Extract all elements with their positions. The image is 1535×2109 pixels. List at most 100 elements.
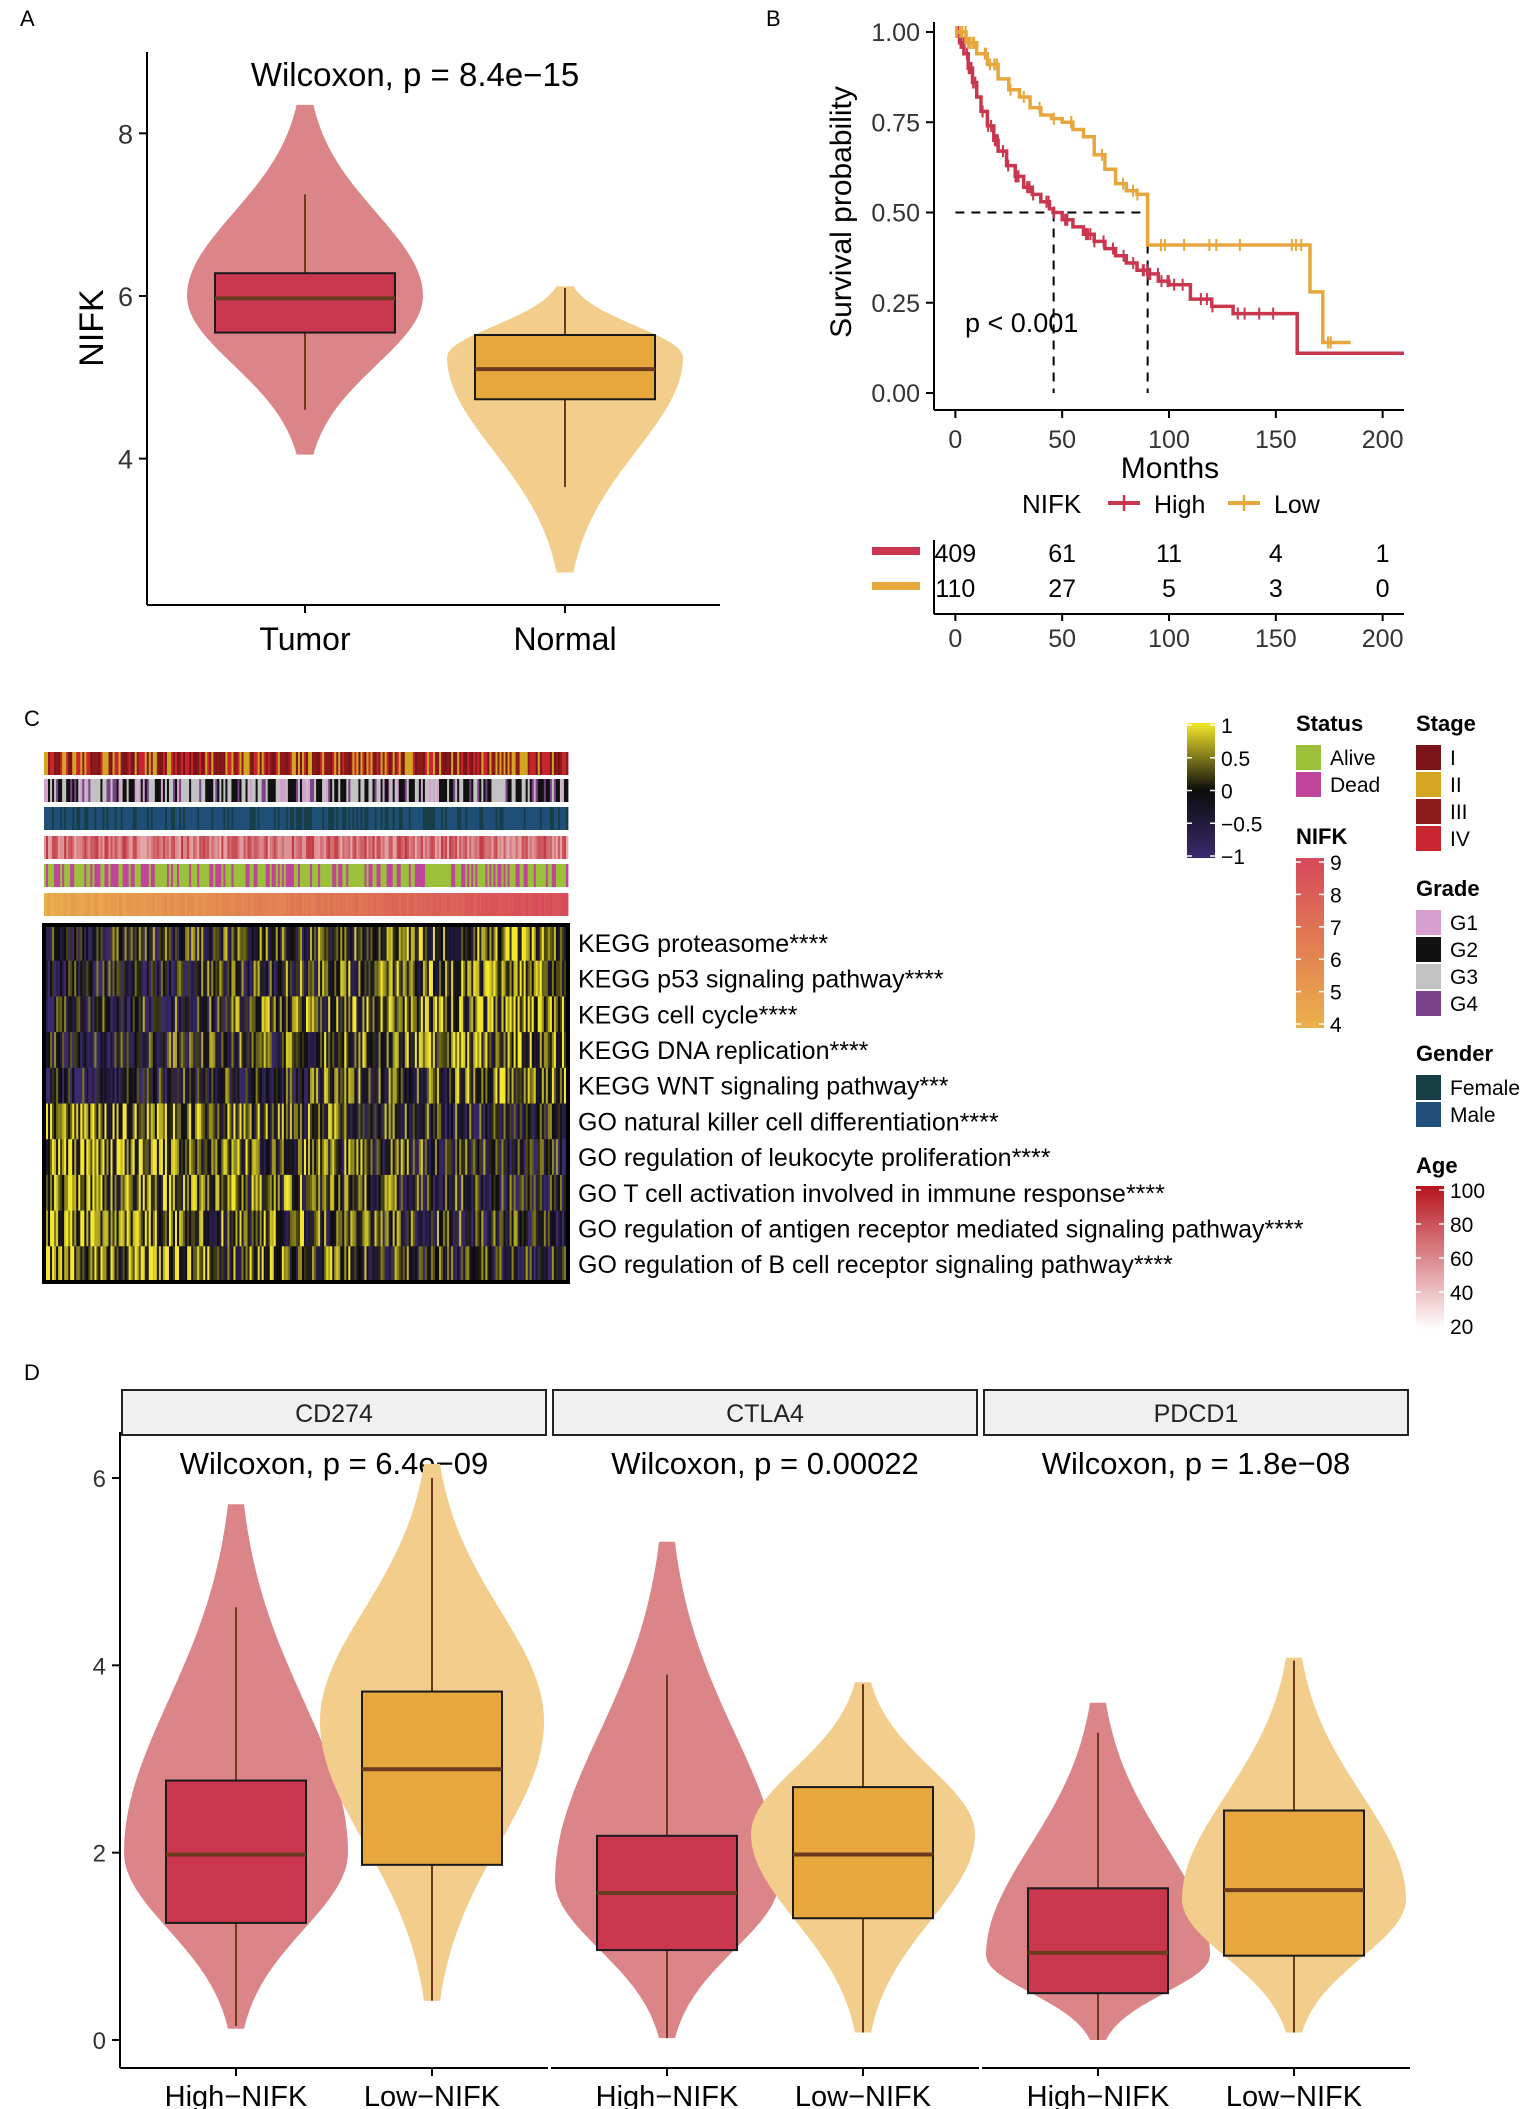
panel-b-xtick-label: 150 bbox=[1255, 426, 1297, 454]
panel-c-heat-cell bbox=[390, 1103, 394, 1140]
panel-c-track-cell-nifk bbox=[449, 893, 452, 916]
panel-c-heat-cell bbox=[237, 996, 240, 1033]
panel-c-heat-cell bbox=[503, 1103, 506, 1140]
panel-c-heat-cell bbox=[364, 1103, 367, 1140]
panel-c-heat-cell bbox=[366, 1210, 369, 1247]
panel-c-heat-cell bbox=[160, 1103, 164, 1140]
panel-c-heat-cell bbox=[152, 996, 156, 1033]
panel-c-track-cell-stage bbox=[50, 752, 53, 775]
panel-c-track-cell-age bbox=[94, 836, 97, 859]
panel-c-heat-cell bbox=[90, 1139, 93, 1176]
panel-c-heat-cell bbox=[76, 925, 79, 962]
panel-c-heat-cell bbox=[189, 1067, 192, 1104]
panel-c-heat-cell bbox=[418, 996, 422, 1033]
panel-c-heat-cell bbox=[261, 1103, 265, 1140]
panel-c-track-cell-nifk bbox=[267, 893, 271, 916]
panel-c-heat-cell bbox=[388, 1032, 392, 1069]
panel-c-heat-cell bbox=[352, 1246, 355, 1283]
panel-c-track-cell-age bbox=[70, 836, 73, 859]
panel-c-track-cell-gender bbox=[485, 807, 488, 830]
panel-c-heat-cell bbox=[477, 1174, 480, 1211]
panel-c-heat-cell bbox=[179, 1246, 182, 1283]
panel-c-heat-cell bbox=[76, 996, 79, 1033]
panel-c-track-cell-nifk bbox=[308, 893, 311, 916]
panel-c-track-cell-status bbox=[434, 864, 438, 887]
panel-c-heat-cell bbox=[384, 1103, 388, 1140]
panel-c-heat-cell bbox=[308, 1246, 311, 1283]
panel-c-heat-cell bbox=[348, 1246, 351, 1283]
panel-c-heat-cell bbox=[201, 925, 204, 962]
panel-c-heat-cell bbox=[424, 996, 428, 1033]
panel-c-track-cell-status bbox=[275, 864, 279, 887]
panel-c-track-cell-nifk bbox=[170, 893, 174, 916]
panel-c-track-cell-nifk bbox=[418, 893, 422, 916]
panel-c-heat-cell bbox=[495, 1103, 498, 1140]
panel-c-heat-cell bbox=[547, 996, 551, 1033]
panel-c-track-cell-status bbox=[158, 864, 162, 887]
panel-c-heat-cell bbox=[414, 1067, 418, 1104]
panel-c-track-cell-stage bbox=[168, 752, 172, 775]
panel-c-heat-cell bbox=[441, 1174, 444, 1211]
panel-c-heat-cell bbox=[88, 1210, 91, 1247]
panel-c-track-cell-gender bbox=[124, 807, 128, 830]
panel-c-heat-cell bbox=[404, 960, 408, 997]
panel-c-heat-cell bbox=[416, 1246, 420, 1283]
panel-c-track-cell-age bbox=[249, 836, 252, 859]
panel-c-track-cell-age bbox=[432, 836, 436, 859]
panel-c-heat-cell bbox=[52, 1103, 55, 1140]
panel-c-track-cell-stage bbox=[201, 752, 204, 775]
panel-c-track-cell-gender bbox=[287, 807, 291, 830]
panel-c-heat-cell bbox=[400, 1103, 404, 1140]
panel-c-heat-cell bbox=[130, 1174, 134, 1211]
panel-c-heat-cell bbox=[172, 1103, 176, 1140]
panel-c-heat-cell bbox=[205, 1246, 208, 1283]
panel-c-heat-cell bbox=[553, 1174, 557, 1211]
panel-c-track-cell-status bbox=[46, 864, 49, 887]
panel-c-heat-cell bbox=[386, 1174, 390, 1211]
panel-c-heat-cell bbox=[82, 1246, 85, 1283]
panel-c-track-cell-grade bbox=[56, 779, 59, 802]
panel-c-legend-title-grade: Grade bbox=[1416, 876, 1480, 901]
panel-c-heat-cell bbox=[144, 1032, 148, 1069]
panel-c-heat-cell bbox=[312, 925, 315, 962]
panel-c-heat-cell bbox=[267, 1246, 271, 1283]
panel-c-track-cell-nifk bbox=[263, 893, 267, 916]
panel-c-heat-cell bbox=[62, 1246, 65, 1283]
panel-c-heat-cell bbox=[172, 1174, 176, 1211]
panel-c-heat-cell bbox=[48, 1174, 51, 1211]
panel-c-heat-cell bbox=[459, 1103, 462, 1140]
panel-c-heat-cell bbox=[241, 1032, 244, 1069]
panel-c-heat-cell bbox=[245, 1174, 248, 1211]
panel-c-heat-cell bbox=[201, 1139, 204, 1176]
panel-c-heat-cell bbox=[275, 925, 279, 962]
panel-c-heat-cell bbox=[134, 1139, 138, 1176]
panel-c-heat-cell bbox=[535, 925, 539, 962]
panel-c-heat-cell bbox=[416, 925, 420, 962]
panel-c-track-cell-gender bbox=[382, 807, 385, 830]
panel-c-track-cell-age bbox=[152, 836, 156, 859]
panel-c-heat-cell bbox=[551, 960, 555, 997]
panel-d-pdcd1-low-box bbox=[1223, 1809, 1365, 1957]
panel-c-track-cell-grade bbox=[384, 779, 388, 802]
panel-c-heat-cell bbox=[531, 1139, 535, 1176]
panel-c-heat-cell bbox=[388, 996, 392, 1033]
panel-c-track-cell-status bbox=[497, 864, 500, 887]
panel-c-heat-cell bbox=[120, 996, 123, 1033]
panel-c-legend-title-age: Age bbox=[1416, 1153, 1458, 1178]
panel-c-heat-cell bbox=[249, 1103, 252, 1140]
panel-c-track-cell-status bbox=[471, 864, 474, 887]
panel-c-track-cell-stage bbox=[185, 752, 188, 775]
panel-c-heat-cell bbox=[364, 1139, 367, 1176]
panel-c-heat-cell bbox=[223, 1139, 226, 1176]
panel-c-heat-cell bbox=[211, 996, 214, 1033]
panel-c-heat-cell bbox=[185, 1067, 188, 1104]
panel-c-heat-cell bbox=[336, 1246, 339, 1283]
panel-c-heat-cell bbox=[310, 1210, 313, 1247]
panel-c-track-cell-status bbox=[251, 864, 254, 887]
panel-c-heat-cell bbox=[366, 1139, 369, 1176]
panel-c-track-cell-gender bbox=[291, 807, 295, 830]
panel-c-heat-cell bbox=[553, 1139, 557, 1176]
panel-c-heat-cell bbox=[205, 996, 208, 1033]
panel-c-track-cell-stage bbox=[328, 752, 331, 775]
panel-c-legend-ticklabel-age: 20 bbox=[1450, 1316, 1473, 1339]
